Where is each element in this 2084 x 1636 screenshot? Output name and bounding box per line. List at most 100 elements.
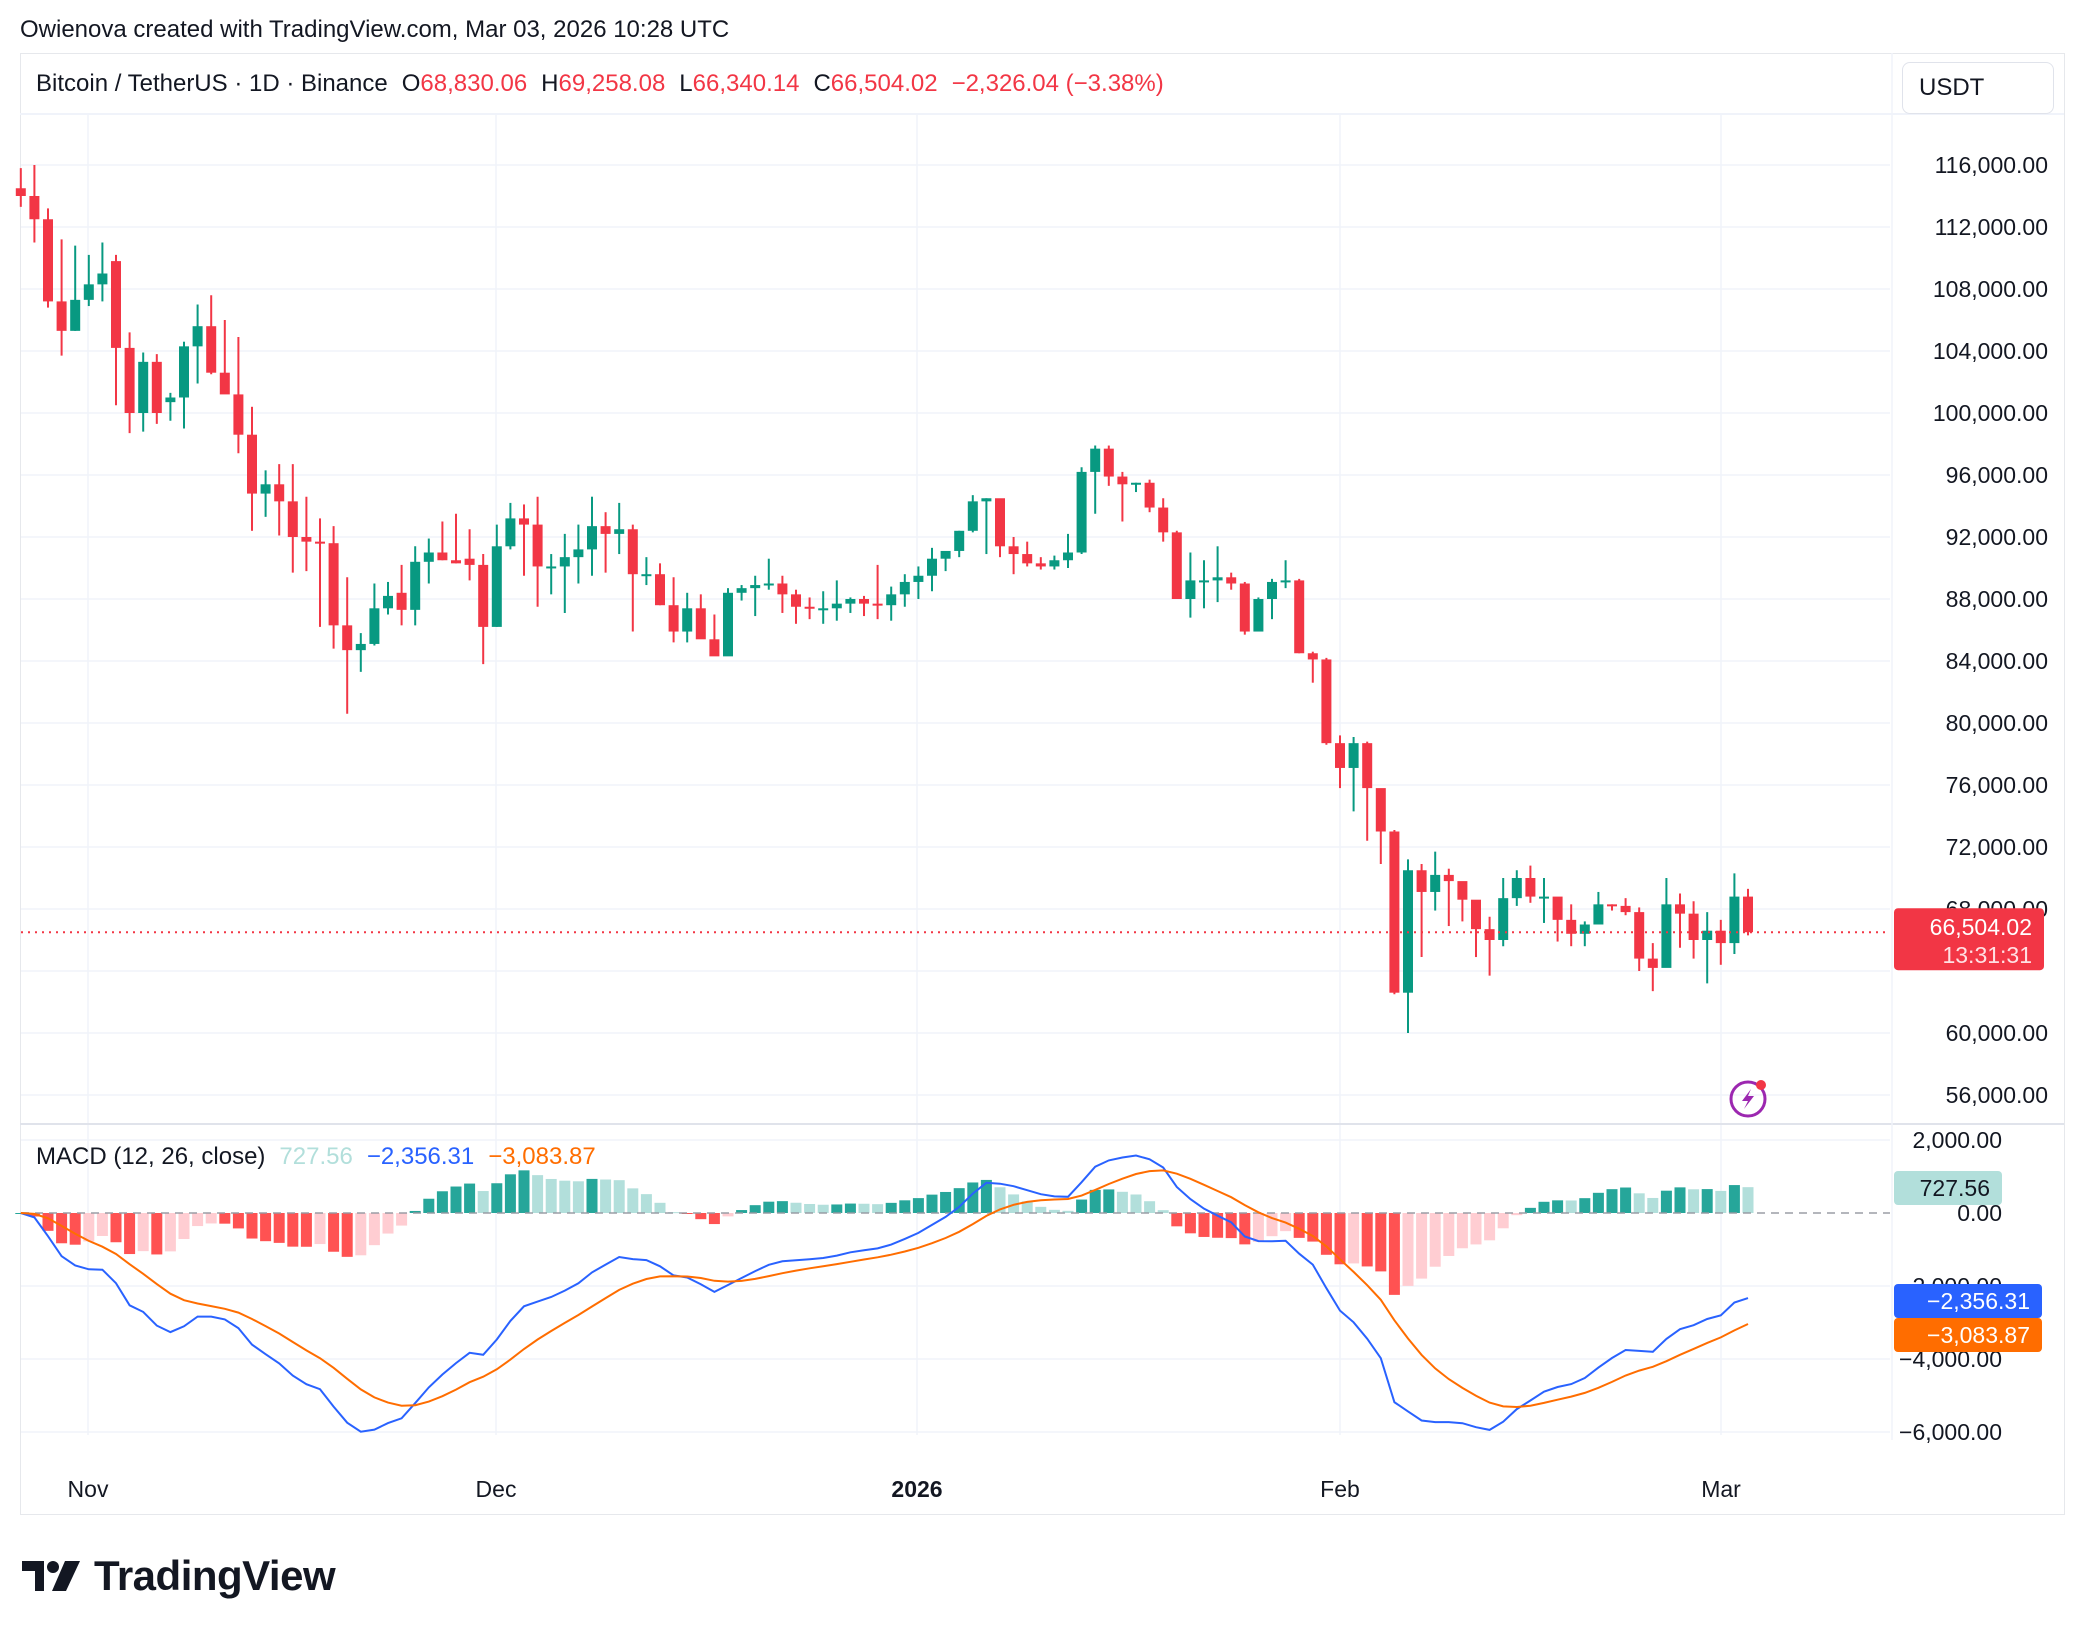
candle-body [1443,874,1454,882]
candle-body [1702,930,1713,940]
tradingview-logo[interactable]: TradingView [22,1552,336,1600]
candle-body [342,625,353,651]
histogram-bar [613,1180,625,1213]
histogram-bar [260,1213,272,1242]
candle-body [913,575,924,582]
histogram-bar [763,1201,775,1213]
histogram-bar [246,1213,258,1239]
histogram-bar [232,1213,244,1229]
histogram-bar [1198,1213,1210,1237]
histogram-bar [328,1213,340,1252]
histogram-bar [1184,1213,1196,1234]
candle-body [791,594,801,607]
histogram-bar [1212,1213,1224,1238]
time-axis-label: Dec [476,1476,517,1502]
histogram-bar [1307,1213,1319,1242]
candle-body [423,552,434,562]
candle-body [83,284,94,300]
histogram-bar [1497,1213,1509,1229]
histogram-bar [1429,1213,1441,1267]
histogram-bar [464,1183,476,1213]
histogram-bar [477,1191,489,1213]
price-axis-label: 76,000.00 [1946,772,2048,798]
histogram-bar [450,1186,462,1213]
macd-title[interactable]: MACD (12, 26, close) [36,1143,266,1170]
symbol-title[interactable]: Bitcoin / TetherUS · 1D · Binance [36,70,388,97]
histogram-bar [1157,1210,1169,1213]
candle-body [1579,924,1590,934]
candle-body [491,546,502,627]
candle-body [451,560,461,564]
candle-body [260,484,271,494]
candle-body [600,526,611,534]
histogram-bar [532,1175,544,1213]
macd-line [20,1154,1749,1433]
candle-body [56,301,67,331]
candle-body [954,530,965,551]
candle-body [219,372,230,395]
candle-body [233,394,244,435]
price-axis-label: 80,000.00 [1946,710,2048,736]
candle-body [777,583,788,595]
histogram-bar [1021,1201,1033,1213]
histogram-bar [912,1198,924,1213]
candle-body [1335,743,1345,768]
open-value: 68,830.06 [420,70,528,97]
candle-body [1715,930,1726,944]
histogram-bar [1484,1213,1496,1241]
price-axis-label: 60,000.00 [1946,1020,2048,1046]
histogram-bar [1443,1213,1455,1256]
candle-body [301,537,312,542]
candle-body [464,558,475,565]
histogram-bar [1320,1213,1332,1255]
currency-selector[interactable]: USDT [1902,62,2054,114]
candle-body [192,326,203,347]
candle-body [247,434,257,494]
candle-body [287,501,298,537]
histogram-bar [396,1213,408,1226]
price-axis-label: 92,000.00 [1946,524,2048,550]
price-axis-label: 104,000.00 [1933,338,2048,364]
histogram-bar [1375,1213,1387,1272]
time-axis-label: Nov [68,1476,109,1502]
histogram-bar [124,1213,136,1255]
histogram-bar [1130,1194,1142,1213]
histogram-bar [96,1213,108,1236]
candle-body [1158,507,1169,533]
candle-body [695,608,706,640]
high-value: 69,258.08 [558,70,666,97]
close-value: 66,504.02 [830,70,938,97]
histogram-value-badge [1894,1171,2002,1205]
candle-body [410,561,421,610]
close-label: C [813,70,831,97]
histogram-bar [1674,1187,1686,1213]
histogram-bar [1089,1189,1101,1213]
histogram-bar [504,1174,516,1213]
tradingview-logo-icon [22,1561,80,1591]
histogram-bar [491,1183,503,1213]
histogram-bar [967,1182,979,1213]
histogram-bar [1116,1191,1128,1213]
alert-lightning-icon[interactable] [1728,1078,1768,1118]
candle-body [532,524,543,567]
candle-body [1103,448,1114,477]
candle-body [1457,881,1468,900]
signal-badge-text: −3,083.87 [1927,1322,2030,1348]
candle-body [70,299,81,331]
histogram-bar [1252,1213,1264,1242]
candle-body [111,261,121,348]
histogram-bar [1688,1189,1700,1213]
signal-line [20,1169,1749,1409]
candle-body [1117,476,1128,485]
histogram-bar [586,1178,598,1213]
candle-body [981,498,992,502]
candle-body [315,541,325,544]
histogram-bar [804,1203,816,1213]
macd-histogram [15,1170,1754,1295]
last-price-badge [1894,908,2044,971]
candle-body [1063,552,1073,561]
price-axis-label: 108,000.00 [1933,276,2048,302]
histogram-bar [1171,1213,1183,1227]
candle-body [505,518,516,547]
